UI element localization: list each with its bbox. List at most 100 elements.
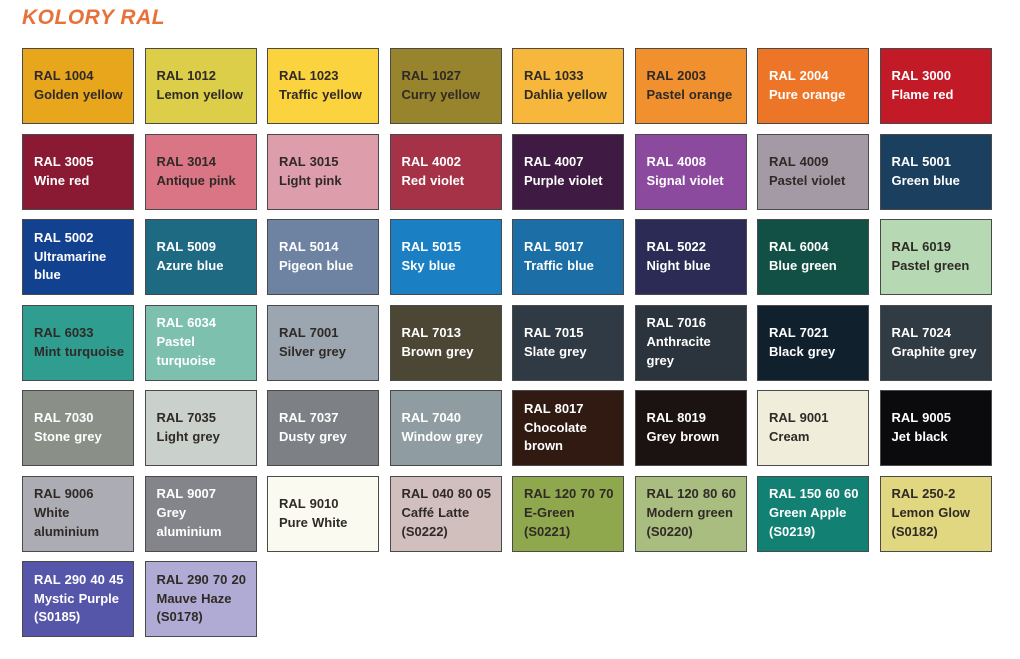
ral-name: Jet black — [891, 429, 948, 444]
color-swatch: RAL 9010 Pure White — [267, 475, 379, 552]
ral-name: Ultramarine blue — [34, 248, 107, 283]
ral-name: Dahlia yellow — [524, 87, 607, 102]
ral-code: RAL 6019 — [891, 239, 952, 255]
swatch-text: RAL 6033 Mint turquoise — [23, 324, 133, 362]
color-swatch: RAL 5014 Pigeon blue — [267, 219, 379, 295]
swatch-text: RAL 6004 Blue green — [758, 238, 868, 276]
swatch-text: RAL 290 70 20 Mauve Haze (S0178) — [146, 571, 256, 628]
swatch-text: RAL 7040 Window grey — [391, 409, 501, 447]
color-swatch: RAL 2004 Pure orange — [757, 48, 869, 124]
swatch-text: RAL 3005 Wine red — [23, 153, 133, 191]
ral-name: Sky blue — [401, 258, 456, 273]
swatch-text: RAL 250-2 Lemon Glow (S0182) — [881, 485, 991, 542]
ral-suffix: (S0220) — [646, 523, 693, 539]
ral-suffix: (S0178) — [156, 609, 203, 625]
ral-name: Green Apple — [769, 505, 847, 521]
swatch-text: RAL 5022 Night blue — [636, 238, 746, 276]
ral-name: E-Green — [524, 505, 575, 521]
ral-code: RAL 250-2 — [891, 486, 956, 502]
swatch-text: RAL 5001 Green blue — [881, 153, 991, 191]
ral-name: Night blue — [646, 258, 711, 273]
color-swatch: RAL 7040 Window grey — [389, 390, 502, 466]
color-swatch: RAL 6033 Mint turquoise — [22, 304, 134, 381]
swatch-text: RAL 7016 Anthracite grey — [636, 314, 746, 371]
ral-code: RAL 120 80 60 — [646, 486, 736, 502]
swatch-text: RAL 040 80 05 Caffé Latte (S0222) — [391, 485, 501, 542]
ral-code: RAL 1033 — [524, 68, 584, 84]
swatch-text: RAL 9006 White aluminium — [23, 485, 133, 542]
ral-code: RAL 1004 — [34, 68, 94, 84]
ral-code: RAL 7013 — [401, 324, 462, 340]
ral-code: RAL 1027 — [401, 68, 462, 84]
ral-suffix: (S0221) — [524, 523, 571, 539]
page-title: KOLORY RAL — [22, 6, 166, 29]
swatch-text: RAL 6019 Pastel green — [881, 238, 991, 276]
swatch-text: RAL 150 60 60 Green Apple (S0219) — [758, 485, 868, 542]
color-swatch: RAL 6019 Pastel green — [879, 219, 992, 295]
swatch-text: RAL 2004 Pure orange — [758, 67, 868, 105]
color-swatch: RAL 290 70 20 Mauve Haze (S0178) — [144, 561, 257, 637]
color-swatch: RAL 5001 Green blue — [879, 133, 992, 210]
ral-code: RAL 4009 — [769, 153, 829, 169]
ral-name: Silver grey — [279, 343, 346, 359]
ral-name: Black grey — [769, 343, 836, 359]
ral-name: Light grey — [156, 429, 220, 444]
swatch-text: RAL 7001 Silver grey — [268, 324, 378, 362]
color-swatch: RAL 4008 Signal violet — [634, 133, 747, 210]
color-swatch: RAL 2003 Pastel orange — [634, 48, 747, 124]
color-swatch: RAL 5002 Ultramarine blue — [22, 219, 134, 295]
ral-code: RAL 5001 — [891, 153, 952, 169]
ral-name: Modern green — [646, 505, 733, 521]
swatch-text: RAL 4002 Red violet — [391, 153, 501, 191]
ral-name: Red violet — [401, 172, 465, 188]
ral-code: RAL 7021 — [769, 324, 829, 340]
ral-name: Mystic Purple — [34, 590, 120, 606]
ral-code: RAL 7037 — [279, 410, 339, 426]
ral-code: RAL 3000 — [891, 68, 952, 84]
color-swatch: RAL 7037 Dusty grey — [267, 390, 379, 466]
ral-code: RAL 9001 — [769, 410, 829, 426]
ral-suffix: (S0182) — [891, 523, 938, 539]
ral-code: RAL 8017 — [524, 400, 584, 416]
ral-name: Brown grey — [401, 343, 474, 359]
ral-suffix: (S0219) — [769, 523, 816, 539]
ral-name: Grey aluminium — [156, 505, 222, 539]
swatch-text: RAL 1004 Golden yellow — [23, 67, 133, 105]
color-swatch: RAL 4002 Red violet — [389, 133, 502, 210]
swatch-text: RAL 7021 Black grey — [758, 324, 868, 362]
color-swatch: RAL 9001 Cream — [757, 390, 869, 466]
ral-code: RAL 6033 — [34, 324, 94, 340]
color-swatch: RAL 120 80 60 Modern green (S0220) — [634, 475, 747, 552]
swatch-text: RAL 290 40 45 Mystic Purple (S0185) — [23, 571, 133, 628]
swatch-text: RAL 8019 Grey brown — [636, 409, 746, 447]
ral-code: RAL 1023 — [279, 68, 339, 84]
swatch-text: RAL 8017 Chocolate brown — [513, 400, 623, 457]
ral-name: Slate grey — [524, 343, 587, 359]
swatch-text: RAL 3015 Light pink — [268, 153, 378, 191]
ral-code: RAL 9005 — [891, 410, 952, 426]
swatch-text: RAL 9001 Cream — [758, 409, 868, 447]
ral-code: RAL 1012 — [156, 68, 217, 84]
color-swatch: RAL 7024 Graphite grey — [879, 304, 992, 381]
ral-code: RAL 6004 — [769, 239, 829, 255]
ral-code: RAL 7030 — [34, 410, 94, 426]
swatch-text: RAL 9007 Grey aluminium — [146, 485, 256, 542]
swatch-text: RAL 9010 Pure White — [268, 495, 378, 533]
swatch-text: RAL 9005 Jet black — [881, 409, 991, 447]
color-swatch: RAL 7021 Black grey — [757, 304, 869, 381]
ral-code: RAL 2004 — [769, 68, 829, 84]
ral-name: Mauve Haze — [156, 590, 232, 606]
ral-name: Mint turquoise — [34, 343, 125, 359]
color-swatch: RAL 7030 Stone grey — [22, 390, 134, 466]
swatch-text: RAL 2003 Pastel orange — [636, 67, 746, 105]
swatch-text: RAL 4007 Purple violet — [513, 153, 623, 191]
color-swatch: RAL 1012 Lemon yellow — [144, 48, 257, 124]
swatch-text: RAL 3014 Antique pink — [146, 153, 256, 191]
swatch-text: RAL 1033 Dahlia yellow — [513, 67, 623, 105]
ral-suffix: (S0185) — [34, 609, 81, 625]
ral-name: Graphite grey — [891, 343, 977, 359]
ral-name: Cream — [769, 429, 810, 444]
color-swatch: RAL 8019 Grey brown — [634, 390, 747, 466]
ral-code: RAL 4007 — [524, 153, 584, 169]
color-swatch: RAL 7035 Light grey — [144, 390, 257, 466]
